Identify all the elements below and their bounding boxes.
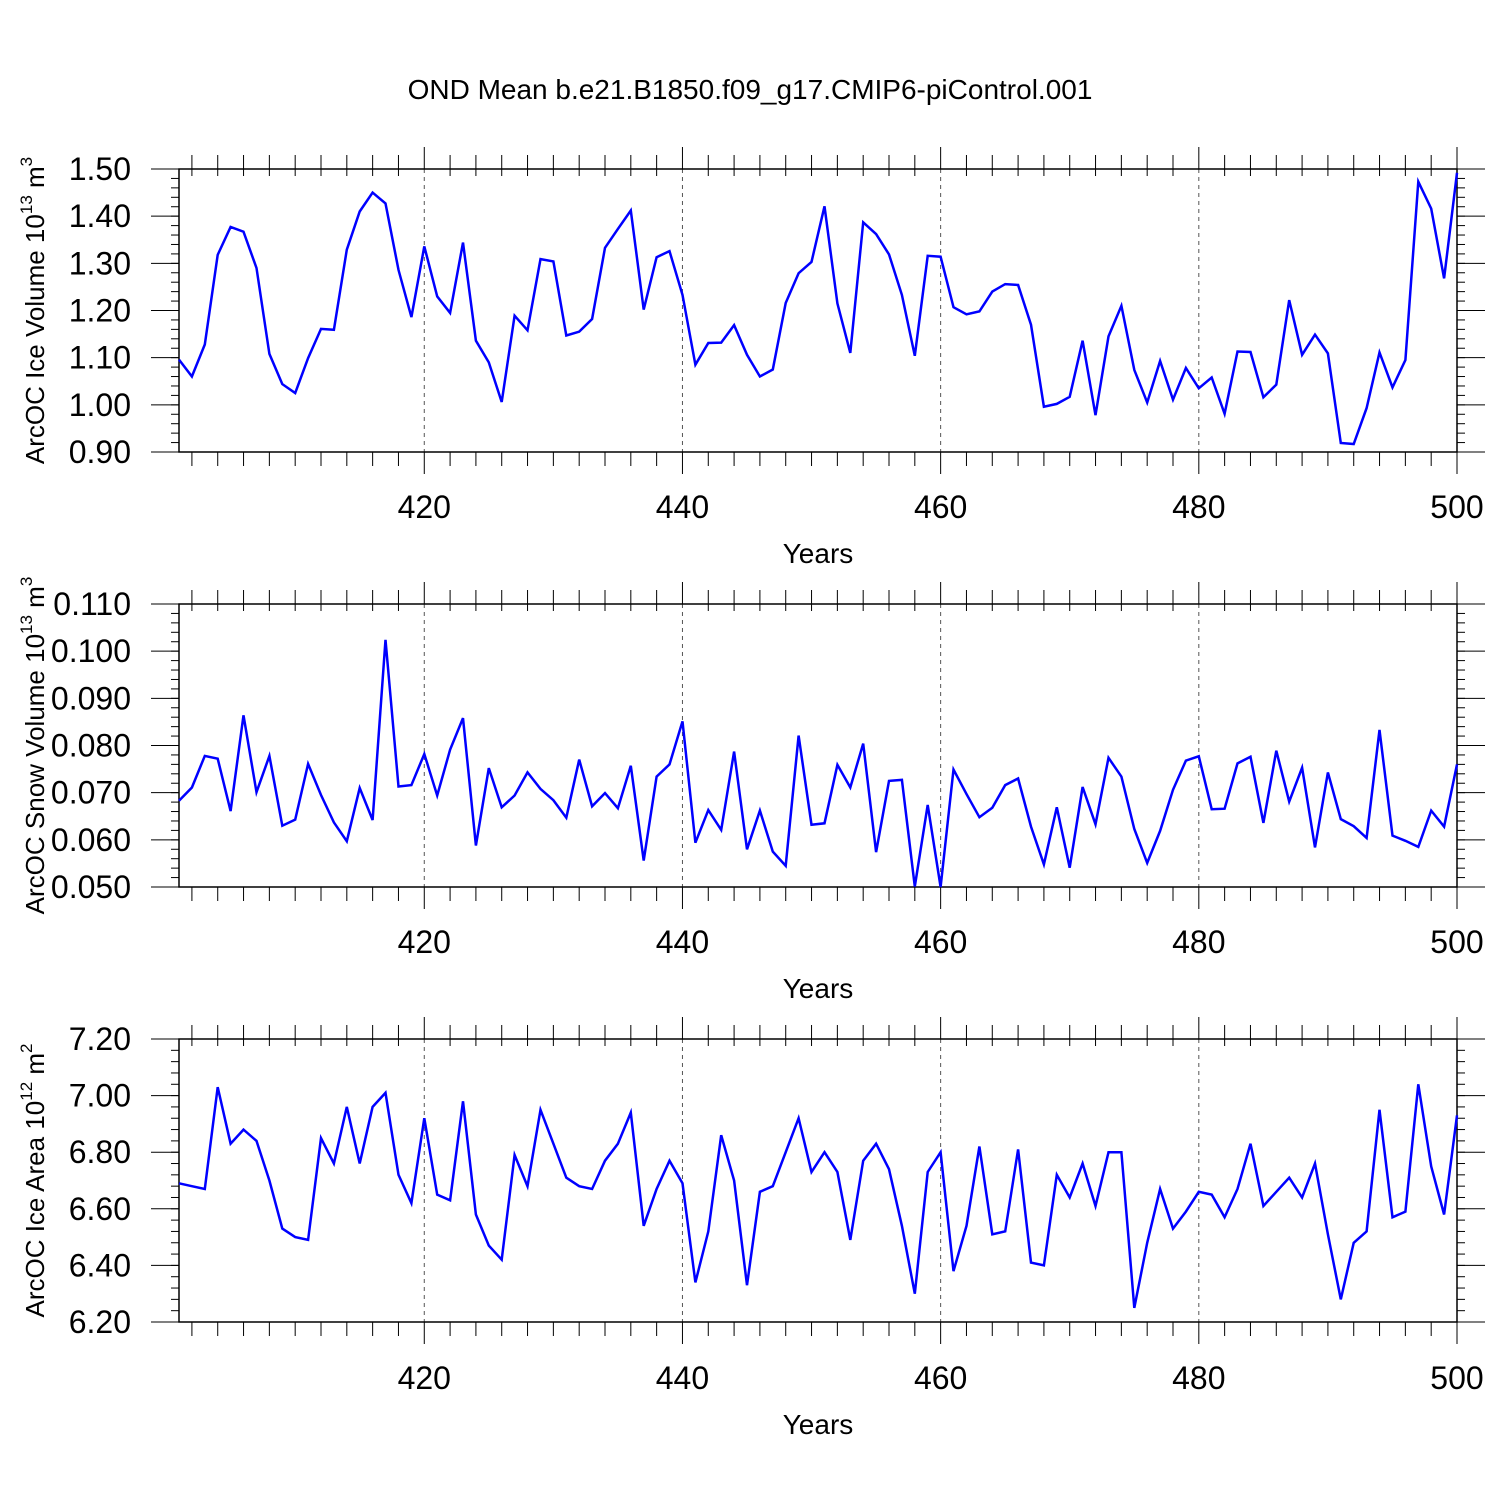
y-tick-label: 0.080 [51,728,131,764]
y-axis-label-exponent: 13 [17,195,36,214]
y-tick-label: 6.60 [69,1191,131,1227]
chart-panel-3: 420 440 460 480 500 6.20 6.40 6.60 6.80 7.00 7.20 Y… [17,1017,1485,1440]
x-axis-label: Years [783,973,854,1004]
chart-panel-2: 420 440 460 480 500 0.050 0.060 0.070 0.080 0.090… [17,577,1485,1004]
x-tick-label: 460 [914,924,967,960]
y-axis-label: ArcOC Ice Area 1012 m2 [17,1043,50,1317]
y-tick-label: 0.110 [53,586,131,622]
x-tick-label: 460 [914,489,967,525]
x-tick-label: 500 [1430,924,1483,960]
x-tick-label: 500 [1430,1360,1483,1396]
y-tick-label: 0.050 [51,869,131,905]
plot-frame [178,168,1458,453]
y-tick-label: 6.40 [69,1247,131,1283]
chart-panel-1: 420 440 460 480 500 0.90 1.00 1.10 1.20 1.30 1.40 1… [17,147,1485,569]
y-tick-label: 1.00 [69,387,131,423]
x-tick-label: 480 [1172,489,1225,525]
y-tick-label: 0.090 [51,680,131,716]
y-axis-label-text: ArcOC Snow Volume 10 [20,634,50,914]
y-tick-label: 1.20 [69,293,131,329]
x-axis-label: Years [783,538,854,569]
y-axis-label: ArcOC Snow Volume 1013 m3 [17,577,50,915]
x-axis-label: Years [783,1409,854,1440]
y-tick-label: 0.060 [51,822,131,858]
x-tick-label: 420 [398,489,451,525]
x-tick-label: 500 [1430,489,1483,525]
y-tick-label: 1.10 [69,340,131,376]
y-axis-label-exponent: 3 [17,157,36,166]
series-line [178,172,1459,446]
y-axis-label: ArcOC Ice Volume 1013 m3 [17,157,50,464]
y-axis-label-text: ArcOC Ice Area 10 [20,1101,50,1318]
series-line [178,639,1459,888]
y-tick-label: 1.30 [69,245,131,281]
x-tick-label: 440 [656,489,709,525]
y-axis-label-unit: m [20,1053,50,1082]
x-tick-label: 480 [1172,1360,1225,1396]
x-tick-label: 420 [398,1360,451,1396]
y-tick-label: 1.50 [69,151,131,187]
y-axis-label-exponent: 3 [17,577,36,586]
y-axis-label-exponent: 13 [17,615,36,634]
y-axis-label-unit: m [20,166,50,195]
x-tick-label: 440 [656,924,709,960]
plot-frame [178,1038,1458,1323]
y-axis-label-unit: m [20,586,50,615]
y-axis-label-exponent: 12 [17,1082,36,1101]
y-axis-label-text: ArcOC Ice Volume 10 [20,214,50,464]
x-tick-label: 460 [914,1360,967,1396]
series-line [178,1084,1459,1309]
y-tick-label: 6.80 [69,1134,131,1170]
y-tick-label: 7.00 [69,1078,131,1114]
x-tick-label: 480 [1172,924,1225,960]
y-tick-label: 0.070 [51,775,131,811]
y-axis-label-exponent: 2 [17,1043,36,1052]
page-title: OND Mean b.e21.B1850.f09_g17.CMIP6-piCon… [407,74,1093,105]
x-tick-label: 420 [398,924,451,960]
y-tick-label: 6.20 [69,1304,131,1340]
y-tick-label: 7.20 [69,1021,131,1057]
plot-frame [178,603,1458,888]
y-tick-label: 1.40 [69,198,131,234]
y-tick-label: 0.100 [51,633,131,669]
x-tick-label: 440 [656,1360,709,1396]
y-tick-label: 0.90 [69,434,131,470]
